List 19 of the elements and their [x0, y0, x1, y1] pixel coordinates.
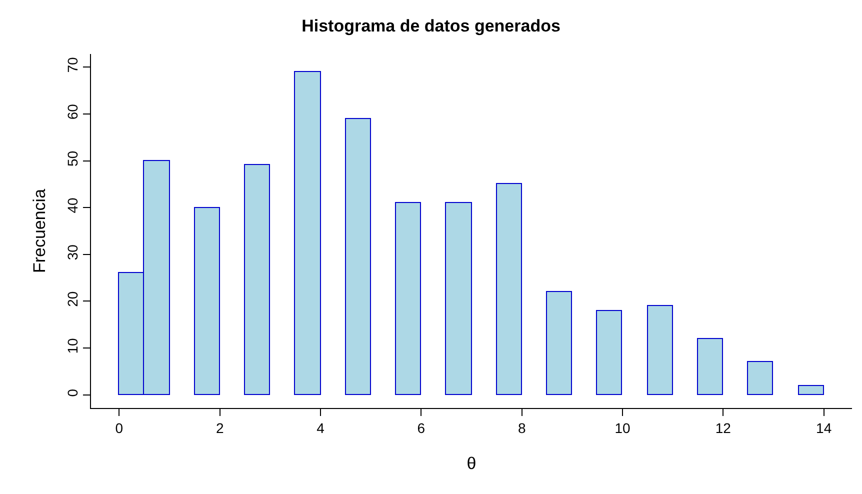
chart-title: Histograma de datos generados: [302, 16, 560, 36]
y-tick-label: 70: [64, 57, 80, 73]
y-tick-label: 40: [64, 197, 80, 214]
x-tick-label: 0: [115, 420, 124, 436]
x-tick-label: 8: [518, 420, 526, 436]
y-tick-label: 0: [64, 388, 80, 397]
x-tick-label: 4: [316, 420, 325, 436]
x-tick-label: 12: [715, 420, 732, 436]
x-tick-label: 14: [816, 420, 832, 436]
y-tick-label: 30: [64, 244, 80, 260]
y-tick-label: 50: [64, 150, 80, 166]
x-tick-label: 6: [417, 420, 426, 436]
x-tick-label: 2: [216, 420, 224, 436]
y-tick-label: 10: [64, 338, 80, 354]
x-axis-title: θ: [466, 454, 476, 474]
x-tick-label: 10: [614, 420, 630, 436]
y-axis-title: Frecuencia: [30, 188, 49, 274]
y-tick-label: 60: [64, 104, 80, 120]
y-tick-label: 20: [64, 291, 80, 307]
